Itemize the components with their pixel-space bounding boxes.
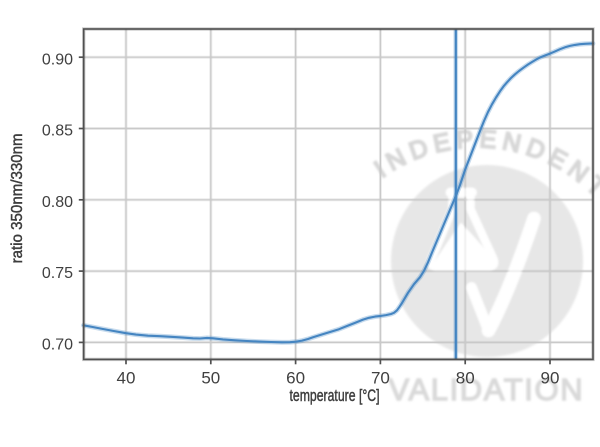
svg-text:50: 50 bbox=[201, 368, 220, 387]
svg-text:0.85: 0.85 bbox=[42, 123, 73, 140]
svg-text:70: 70 bbox=[371, 368, 390, 387]
svg-text:60: 60 bbox=[286, 368, 305, 387]
svg-text:0.80: 0.80 bbox=[42, 194, 73, 211]
svg-text:VALIDATION: VALIDATION bbox=[389, 372, 585, 407]
svg-text:90: 90 bbox=[541, 368, 560, 387]
svg-text:0.75: 0.75 bbox=[42, 265, 73, 282]
svg-text:40: 40 bbox=[117, 368, 136, 387]
svg-text:temperature [°C]: temperature [°C] bbox=[290, 387, 380, 405]
svg-text:ratio 350nm/330nm: ratio 350nm/330nm bbox=[9, 133, 26, 263]
svg-text:0.70: 0.70 bbox=[42, 337, 73, 354]
svg-text:0.90: 0.90 bbox=[42, 51, 73, 68]
svg-text:80: 80 bbox=[456, 368, 475, 387]
